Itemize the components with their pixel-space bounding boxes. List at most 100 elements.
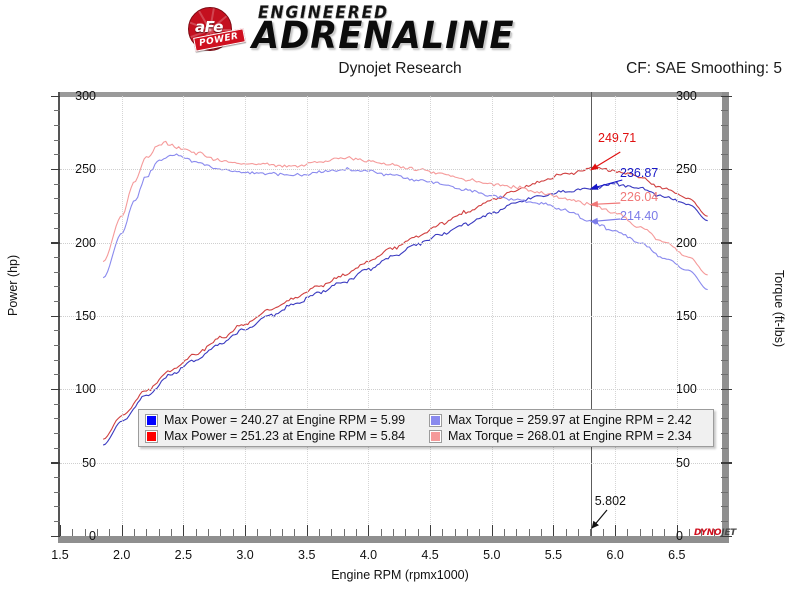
y-tick-major-left: [51, 462, 60, 464]
legend-swatch-icon: [429, 413, 442, 427]
x-tick-minor: [134, 529, 136, 536]
plot-wrapper: 1.5 2.0 2.5 3.0 3.5 4.0 4.5 5.0 5.5 6.0 6.5: [51, 92, 732, 562]
x-tick-major: [245, 525, 247, 536]
plot-area[interactable]: [51, 92, 732, 543]
y-tick-minor-left: [54, 110, 60, 112]
x-tick-major: [60, 525, 61, 536]
legend-label: Max Torque = 259.97 at Engine RPM = 2.42: [448, 413, 692, 427]
gridline-horizontal: [60, 242, 720, 244]
x-tick-minor: [208, 529, 210, 536]
y-tick-minor-left: [54, 212, 60, 215]
y-tick-minor-right: [721, 418, 728, 420]
y-axis-tick-label-right: 100: [676, 382, 697, 397]
x-tick-minor: [294, 529, 296, 536]
y-tick-major-left: [51, 535, 60, 538]
y-tick-major-left: [51, 95, 60, 98]
y-tick-minor-right: [721, 227, 728, 229]
gridline-vertical: [121, 96, 123, 536]
x-tick-minor: [195, 529, 197, 536]
x-tick-minor: [97, 529, 98, 536]
gridline-vertical: [491, 96, 493, 536]
y-axis-title-power: Power (hp): [6, 254, 20, 316]
x-tick-major: [676, 525, 678, 536]
legend-entry-torque-blue: Max Torque = 259.97 at Engine RPM = 2.42: [426, 413, 710, 427]
y-tick-minor-left: [54, 330, 60, 332]
correction-factor-note: CF: SAE Smoothing: 5: [626, 60, 782, 77]
y-tick-minor-right: [721, 403, 728, 405]
y-tick-minor-right: [721, 432, 728, 435]
y-tick-major-left: [51, 388, 60, 391]
x-axis-tick-label: 3.5: [298, 548, 316, 562]
x-tick-minor: [282, 529, 284, 536]
chart-subtitle: Dynojet Research: [338, 60, 462, 77]
y-axis-tick-label-left: 150: [75, 309, 96, 323]
y-tick-minor-left: [54, 183, 60, 185]
y-axis-title-torque: Torque (ft-lbs): [772, 270, 786, 348]
x-tick-minor: [565, 529, 567, 536]
y-axis-tick-label-left: 250: [75, 162, 96, 177]
brand-header: aFe POWER ENGINEERED ADRENALINE: [0, 0, 800, 56]
y-tick-minor-right: [721, 344, 728, 347]
y-tick-minor-left: [54, 506, 60, 508]
x-tick-minor: [442, 529, 444, 536]
y-axis-tick-label-right: 150: [676, 309, 697, 323]
x-tick-minor: [664, 529, 666, 536]
x-tick-minor: [689, 529, 691, 536]
x-tick-minor: [504, 529, 506, 536]
torque-pink-callout: 226.04: [620, 190, 659, 204]
y-tick-minor-right: [721, 212, 728, 215]
x-tick-minor: [84, 529, 86, 536]
x-tick-minor: [639, 529, 641, 536]
tagline-engineered: ENGINEERED: [258, 3, 389, 23]
y-tick-major-right: [721, 95, 732, 98]
x-tick-major: [368, 525, 370, 536]
x-tick-minor: [528, 529, 530, 536]
x-tick-minor: [479, 529, 481, 536]
x-axis-tick-label: 1.5: [51, 548, 69, 562]
y-tick-minor-right: [721, 330, 728, 332]
legend-entry-power-blue: Max Power = 240.27 at Engine RPM = 5.99: [142, 413, 426, 427]
axis-bottom-border: [58, 536, 724, 543]
y-tick-minor-left: [54, 300, 60, 303]
gridline-vertical: [183, 96, 185, 536]
y-axis-tick-label-left: 100: [75, 382, 96, 397]
y-tick-minor-left: [54, 256, 60, 259]
chart-legend: Max Power = 240.27 at Engine RPM = 5.99 …: [138, 409, 714, 447]
x-axis-title: Engine RPM (rpmx1000): [331, 568, 469, 582]
gridline-vertical: [306, 96, 308, 536]
axis-top-border: [58, 92, 724, 97]
series-curve: [102, 140, 708, 276]
x-axis-tick-label: 3.0: [236, 548, 254, 562]
y-axis-tick-label-right: 300: [676, 89, 697, 103]
x-axis-tick-label: 5.0: [483, 548, 501, 562]
x-tick-major: [553, 525, 555, 536]
x-tick-minor: [405, 529, 407, 536]
x-tick-minor: [146, 529, 148, 536]
x-tick-minor: [343, 529, 345, 536]
y-tick-minor-right: [721, 447, 728, 449]
y-tick-minor-left: [54, 374, 60, 376]
legend-label: Max Power = 251.23 at Engine RPM = 5.84: [164, 429, 406, 443]
y-tick-major-right: [721, 168, 732, 171]
y-tick-minor-right: [721, 520, 728, 523]
y-tick-minor-left: [54, 403, 60, 405]
legend-swatch-icon: [145, 413, 158, 427]
y-tick-minor-left: [54, 286, 60, 288]
cursor-line[interactable]: [590, 92, 592, 536]
x-tick-minor: [652, 529, 654, 536]
x-tick-minor: [627, 529, 629, 536]
gridline-vertical: [676, 96, 678, 536]
legend-entry-torque-red: Max Torque = 268.01 at Engine RPM = 2.34: [426, 429, 710, 443]
afe-power-logo: aFe POWER: [186, 6, 248, 52]
y-tick-minor-left: [54, 418, 60, 420]
y-tick-minor-left: [54, 359, 60, 361]
y-tick-minor-right: [721, 154, 728, 156]
y-tick-major-right: [721, 462, 732, 464]
x-tick-minor: [319, 529, 321, 536]
x-axis-tick-label: 6.0: [606, 548, 624, 562]
dynojet-watermark: DYNOJET: [694, 528, 736, 538]
y-tick-minor-left: [54, 520, 60, 523]
y-tick-minor-right: [721, 476, 728, 479]
x-axis-tick-label: 2.5: [174, 548, 193, 562]
